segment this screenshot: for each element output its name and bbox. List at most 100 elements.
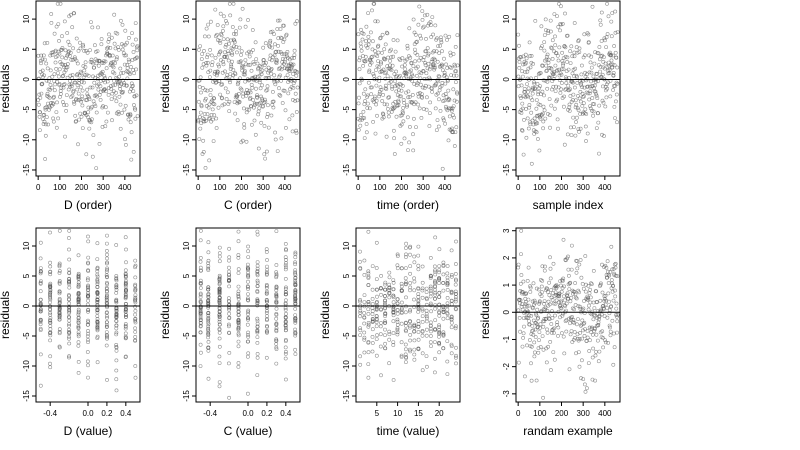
data-point (222, 102, 227, 107)
data-point (433, 235, 438, 240)
data-point (576, 39, 581, 44)
data-point (579, 275, 584, 280)
data-point (546, 57, 551, 62)
y-tick-label: 10 (182, 241, 191, 250)
data-point (229, 64, 234, 69)
data-point (391, 287, 396, 292)
data-point (536, 346, 541, 351)
data-point (546, 112, 550, 116)
y-axis-label: residuals (0, 64, 12, 112)
data-point (553, 89, 558, 94)
data-point (401, 111, 405, 116)
data-point (589, 54, 594, 59)
data-point (590, 96, 595, 100)
data-point (536, 137, 540, 141)
data-point (443, 33, 448, 38)
data-point (439, 40, 444, 45)
data-point (133, 317, 138, 322)
data-point (579, 83, 584, 88)
data-point (381, 56, 386, 61)
data-point (523, 374, 527, 379)
data-point (416, 102, 420, 107)
data-point (71, 46, 76, 51)
data-point (226, 49, 231, 54)
data-point (52, 94, 56, 99)
data-point (246, 249, 251, 254)
data-point (76, 91, 81, 96)
data-point (433, 281, 437, 286)
data-point (44, 122, 48, 127)
data-point (374, 83, 379, 88)
y-tick-label: 0 (342, 77, 351, 82)
data-point (391, 101, 396, 106)
data-point (265, 264, 269, 269)
data-point (39, 53, 44, 58)
data-point (437, 281, 441, 286)
data-point (378, 344, 383, 349)
data-point (205, 88, 210, 93)
data-point (293, 91, 298, 96)
data-point (246, 317, 250, 322)
x-tick-label: 0.2 (101, 409, 113, 418)
y-axis-label: residuals (0, 291, 12, 339)
data-point (123, 294, 128, 299)
data-point (427, 111, 432, 116)
data-point (286, 91, 291, 96)
data-point (246, 310, 251, 315)
data-point (399, 141, 404, 146)
data-point (370, 327, 375, 332)
data-point (389, 47, 394, 52)
data-point (86, 307, 91, 312)
data-point (553, 313, 557, 318)
data-point (365, 45, 370, 50)
data-point (596, 338, 600, 343)
data-point (133, 304, 138, 309)
data-point (219, 33, 224, 38)
data-point (587, 91, 592, 96)
data-point (55, 79, 60, 84)
y-tick-label: 10 (342, 14, 351, 23)
data-point (424, 107, 429, 112)
data-point (123, 271, 128, 276)
data-point (454, 361, 458, 366)
data-point (246, 287, 250, 291)
data-point (38, 352, 43, 357)
data-point (285, 73, 290, 78)
data-point (533, 300, 538, 305)
data-point (227, 303, 232, 307)
data-point (233, 111, 238, 116)
data-point (603, 302, 608, 307)
data-point (575, 106, 580, 111)
data-point (384, 30, 389, 35)
data-point (293, 320, 298, 325)
data-point (375, 294, 379, 299)
data-point (404, 295, 408, 300)
data-point (43, 107, 48, 112)
data-point (283, 349, 288, 354)
data-point (61, 73, 66, 78)
data-point (422, 86, 427, 90)
data-point (412, 322, 417, 327)
data-point (241, 91, 246, 96)
data-point (522, 324, 526, 329)
data-point (396, 100, 401, 104)
data-point (264, 270, 269, 275)
data-point (587, 303, 591, 308)
data-point (424, 314, 429, 319)
data-point (427, 124, 432, 128)
data-point (615, 65, 620, 70)
data-point (533, 335, 538, 339)
data-point (57, 261, 62, 266)
data-point (412, 254, 417, 259)
data-point (413, 51, 418, 55)
data-point (597, 103, 602, 108)
data-point (394, 69, 399, 74)
data-point (255, 271, 260, 276)
data-point (97, 93, 102, 97)
data-point (358, 354, 363, 359)
data-point (391, 331, 396, 335)
data-point (66, 39, 71, 44)
data-point (62, 82, 67, 87)
data-point (37, 114, 42, 119)
data-point (84, 152, 89, 157)
